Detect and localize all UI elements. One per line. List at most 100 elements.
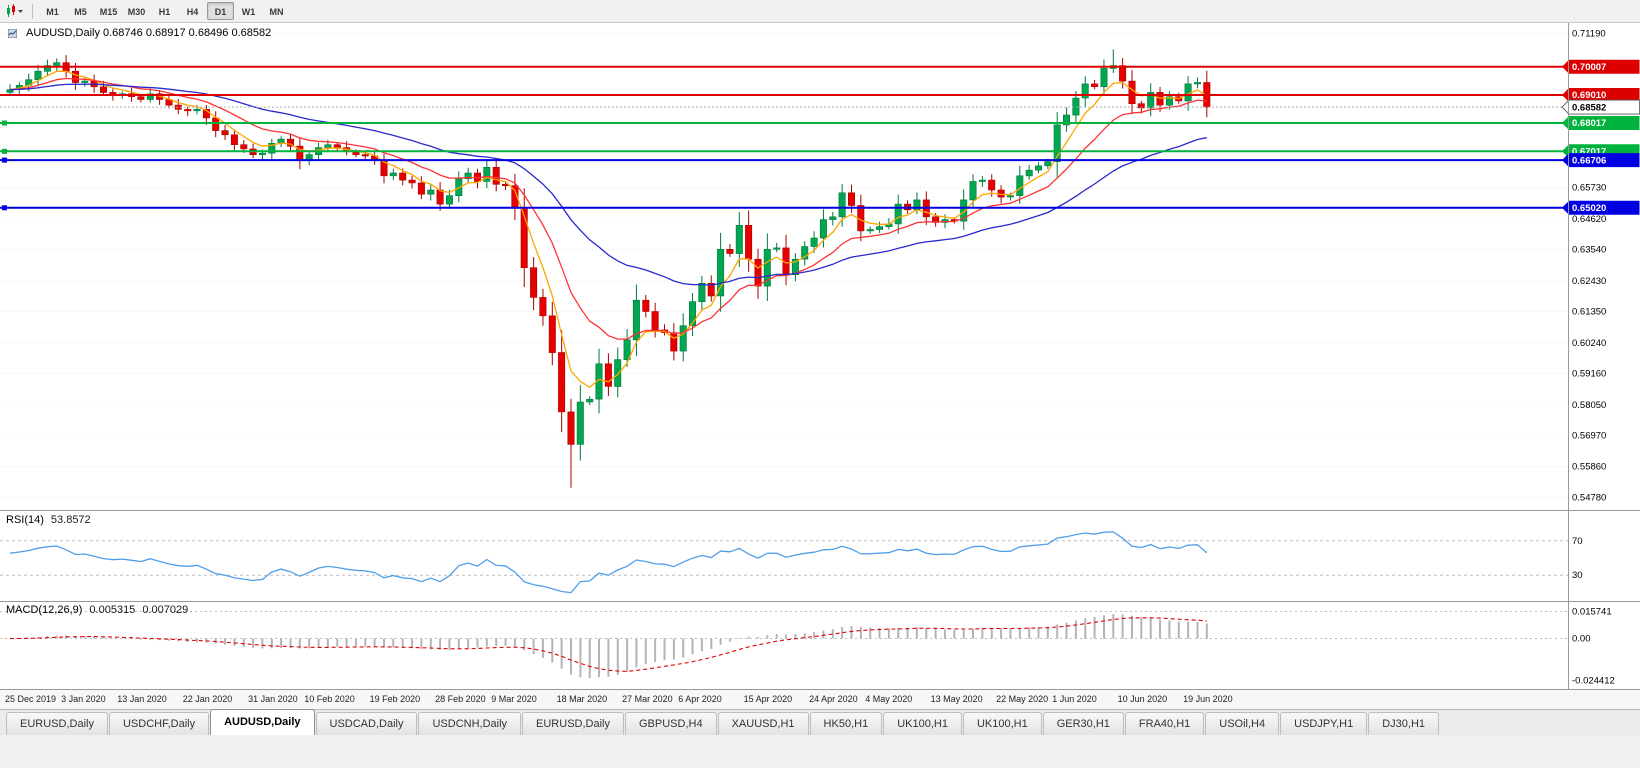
timeframe-button-m15[interactable]: M15 bbox=[99, 7, 118, 17]
time-axis-strip bbox=[0, 689, 1640, 709]
rsi-value: 53.8572 bbox=[50, 514, 91, 526]
svg-text:15 Apr 2020: 15 Apr 2020 bbox=[744, 694, 793, 704]
timeframe-button-h1[interactable]: H1 bbox=[158, 7, 171, 17]
tab-dj30-h1[interactable]: DJ30,H1 bbox=[1368, 712, 1440, 735]
svg-text:9 Mar 2020: 9 Mar 2020 bbox=[491, 694, 537, 704]
toolbar-separator bbox=[32, 3, 33, 19]
svg-text:10 Feb 2020: 10 Feb 2020 bbox=[304, 694, 355, 704]
svg-text:0.55860: 0.55860 bbox=[1572, 462, 1606, 473]
svg-text:70: 70 bbox=[1572, 536, 1583, 547]
timeframe-toolbar: M1 M5 M15 M30 H1 H4 D1 W1 MN bbox=[0, 0, 1640, 23]
timeframe-button-d1[interactable]: D1 bbox=[207, 2, 234, 20]
timeframe-button-mn[interactable]: MN bbox=[269, 7, 284, 17]
svg-text:0.68017: 0.68017 bbox=[1572, 118, 1606, 129]
svg-text:0.65020: 0.65020 bbox=[1572, 203, 1606, 214]
timeframe-button-m5[interactable]: M5 bbox=[74, 7, 87, 17]
svg-text:18 Mar 2020: 18 Mar 2020 bbox=[557, 694, 608, 704]
current-price-badge: 0.68582 bbox=[1561, 99, 1640, 115]
macd-signal-line bbox=[10, 617, 1207, 672]
svg-text:30: 30 bbox=[1572, 570, 1583, 581]
svg-text:0.68582: 0.68582 bbox=[1572, 102, 1606, 113]
macd-value-2: 0.007029 bbox=[142, 604, 189, 616]
price-panel-title: AUDUSD,Daily 0.68746 0.68917 0.68496 0.6… bbox=[7, 27, 272, 39]
tab-usdjpy-h1[interactable]: USDJPY,H1 bbox=[1280, 712, 1368, 735]
chart-window-icon bbox=[7, 28, 18, 38]
svg-text:27 Mar 2020: 27 Mar 2020 bbox=[622, 694, 673, 704]
svg-text:3 Jan 2020: 3 Jan 2020 bbox=[61, 694, 106, 704]
svg-text:31 Jan 2020: 31 Jan 2020 bbox=[248, 694, 298, 704]
svg-text:0.64620: 0.64620 bbox=[1572, 214, 1606, 225]
svg-text:0.66706: 0.66706 bbox=[1572, 155, 1606, 166]
tab-fra40-h1[interactable]: FRA40,H1 bbox=[1124, 712, 1205, 735]
timeframe-button-h4[interactable]: H4 bbox=[186, 7, 199, 17]
svg-text:22 Jan 2020: 22 Jan 2020 bbox=[183, 694, 233, 704]
tab-usdcnh-daily[interactable]: USDCNH,Daily bbox=[418, 712, 522, 735]
svg-text:6 Apr 2020: 6 Apr 2020 bbox=[678, 694, 722, 704]
fast-ma bbox=[9, 70, 1208, 389]
hline-0.65020[interactable] bbox=[0, 205, 1568, 211]
tab-eurusd-daily[interactable]: EURUSD,Daily bbox=[522, 712, 624, 735]
timeframe-buttons: M1 M5 M15 M30 H1 H4 D1 W1 MN bbox=[39, 2, 290, 20]
svg-text:22 May 2020: 22 May 2020 bbox=[996, 694, 1048, 704]
svg-text:13 May 2020: 13 May 2020 bbox=[931, 694, 983, 704]
svg-text:0.62430: 0.62430 bbox=[1572, 276, 1606, 287]
timeframe-button-m1[interactable]: M1 bbox=[46, 7, 59, 17]
svg-text:0.63540: 0.63540 bbox=[1572, 245, 1606, 256]
svg-text:19 Jun 2020: 19 Jun 2020 bbox=[1183, 694, 1233, 704]
medium-ma bbox=[9, 77, 1207, 340]
svg-text:0.58050: 0.58050 bbox=[1572, 400, 1606, 411]
hline-badge-0.68017: 0.68017 bbox=[1562, 116, 1640, 131]
chart-tab-bar: EURUSD,Daily USDCHF,Daily AUDUSD,Daily USDC… bbox=[0, 709, 1640, 735]
macd-value-1: 0.005315 bbox=[89, 604, 136, 616]
hline-badge-0.66706: 0.66706 bbox=[1562, 153, 1640, 168]
tab-usoil-h4[interactable]: USOil,H4 bbox=[1205, 712, 1280, 735]
tab-eurusd-daily[interactable]: EURUSD,Daily bbox=[6, 712, 108, 735]
hline-0.66706[interactable] bbox=[0, 157, 1568, 163]
svg-text:25 Dec 2019: 25 Dec 2019 bbox=[5, 694, 56, 704]
tab-usdcad-daily[interactable]: USDCAD,Daily bbox=[315, 712, 418, 735]
price-axis[interactable]: 0.71190 0.65730 0.64620 0.63540 0.62430 0.613… bbox=[1572, 28, 1606, 503]
svg-text:0.69010: 0.69010 bbox=[1572, 90, 1606, 101]
chart-title-text: AUDUSD,Daily 0.68746 0.68917 0.68496 0.6… bbox=[26, 27, 272, 39]
hline-badge-0.65020: 0.65020 bbox=[1562, 200, 1640, 215]
svg-text:0.61350: 0.61350 bbox=[1572, 307, 1606, 318]
svg-text:1 Jun 2020: 1 Jun 2020 bbox=[1052, 694, 1097, 704]
tab-audusd-daily[interactable]: AUDUSD,Daily bbox=[210, 709, 315, 735]
tab-ger30-h1[interactable]: GER30,H1 bbox=[1042, 712, 1124, 735]
svg-text:19 Feb 2020: 19 Feb 2020 bbox=[370, 694, 421, 704]
timeframe-button-w1[interactable]: W1 bbox=[241, 7, 256, 17]
hline-0.68017[interactable] bbox=[0, 120, 1568, 126]
tab-uk100-h1[interactable]: UK100,H1 bbox=[883, 712, 962, 735]
macd-label: MACD(12,26,9) 0.005315 0.007029 bbox=[6, 604, 188, 616]
svg-text:0.00: 0.00 bbox=[1572, 634, 1591, 645]
macd-name: MACD(12,26,9) bbox=[6, 604, 83, 616]
tab-uk100-h1[interactable]: UK100,H1 bbox=[962, 712, 1042, 735]
rsi-label: RSI(14) 53.8572 bbox=[6, 514, 91, 526]
svg-text:0.56970: 0.56970 bbox=[1572, 430, 1606, 441]
svg-text:13 Jan 2020: 13 Jan 2020 bbox=[117, 694, 167, 704]
chart-canvas[interactable]: 0.71190 0.65730 0.64620 0.63540 0.62430 0.613… bbox=[0, 23, 1640, 709]
tab-gbpusd-h4[interactable]: GBPUSD,H4 bbox=[625, 712, 717, 735]
tab-xauusd-h1[interactable]: XAUUSD,H1 bbox=[717, 712, 809, 735]
charts-icon[interactable] bbox=[4, 2, 26, 20]
svg-text:24 Apr 2020: 24 Apr 2020 bbox=[809, 694, 858, 704]
rsi-line bbox=[9, 531, 1208, 594]
svg-text:4 May 2020: 4 May 2020 bbox=[865, 694, 912, 704]
rsi-name: RSI(14) bbox=[6, 514, 44, 526]
svg-text:0.65730: 0.65730 bbox=[1572, 183, 1606, 194]
svg-text:0.54780: 0.54780 bbox=[1572, 492, 1606, 503]
svg-text:0.71190: 0.71190 bbox=[1572, 28, 1606, 39]
svg-text:0.015741: 0.015741 bbox=[1572, 607, 1612, 618]
tab-usdchf-daily[interactable]: USDCHF,Daily bbox=[108, 712, 210, 735]
svg-text:28 Feb 2020: 28 Feb 2020 bbox=[435, 694, 486, 704]
tab-hk50-h1[interactable]: HK50,H1 bbox=[809, 712, 883, 735]
hline-badge-0.69010: 0.69010 bbox=[1562, 87, 1640, 102]
hline-badge-0.70007: 0.70007 bbox=[1562, 59, 1640, 74]
timeframe-button-m30[interactable]: M30 bbox=[127, 7, 146, 17]
time-axis[interactable]: 25 Dec 2019 3 Jan 2020 13 Jan 2020 22 Jan 2… bbox=[5, 694, 1233, 704]
svg-text:0.59160: 0.59160 bbox=[1572, 368, 1606, 379]
svg-text:-0.024412: -0.024412 bbox=[1572, 675, 1615, 686]
svg-text:0.70007: 0.70007 bbox=[1572, 62, 1606, 73]
svg-text:0.67017: 0.67017 bbox=[1572, 147, 1606, 158]
hline-0.67017[interactable] bbox=[0, 148, 1568, 154]
